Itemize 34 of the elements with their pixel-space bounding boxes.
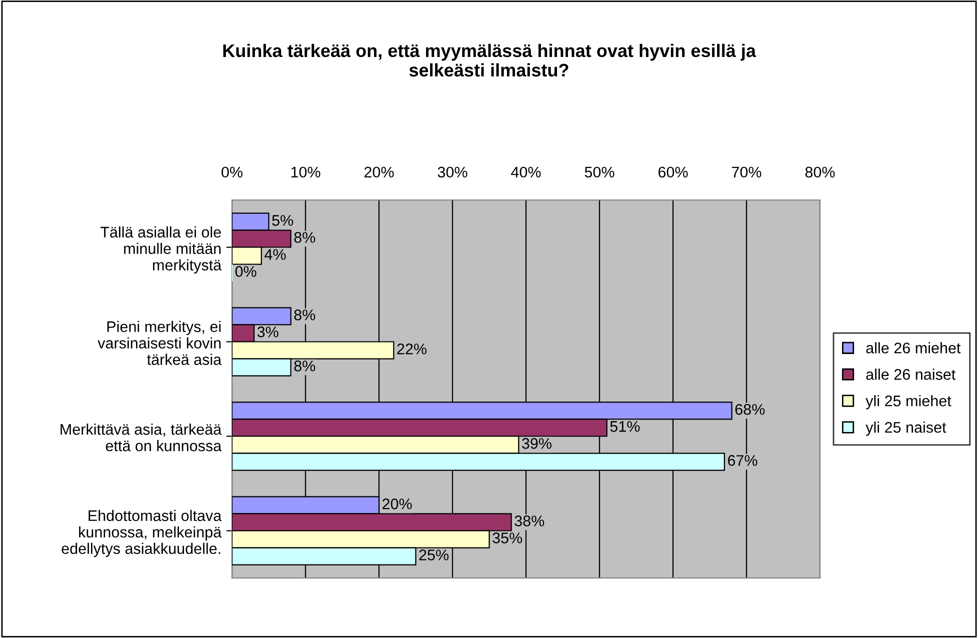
data-label: 4% (264, 249, 286, 260)
y-tick-label: Merkittävä asia, tärkeää että on kunnossa (60, 424, 222, 452)
y-tick-label: Pieni merkitys, ei varsinaisesti kovin tärkeä asia (98, 320, 222, 365)
x-tick-label: 50% (584, 166, 614, 178)
data-label: 3% (257, 326, 278, 338)
legend-label: yli 25 naiset (866, 422, 946, 436)
x-tick-label: 10% (291, 166, 320, 178)
data-label: 0% (235, 266, 256, 277)
data-label: 38% (514, 516, 544, 526)
y-tick-label: Ehdottomasti oltava kunnossa, melkeinpä edellytys asiakkuudelle. (62, 510, 222, 558)
legend-label: yli 25 miehet (866, 395, 952, 410)
data-label: 8% (294, 232, 316, 243)
data-label: 25% (419, 550, 449, 560)
data-label: 8% (294, 310, 316, 320)
legend-label: alle 26 miehet (866, 342, 961, 354)
data-label: 35% (492, 532, 522, 544)
x-tick-label: 60% (658, 166, 688, 178)
data-label: 22% (397, 344, 427, 354)
data-label: 51% (610, 421, 640, 432)
x-tick-label: 30% (438, 166, 468, 178)
y-tick-label: Tällä asialla ei ole minulle mitään merkitystä (100, 226, 222, 274)
data-label: 68% (735, 404, 765, 415)
data-label: 20% (382, 498, 412, 510)
x-tick-label: 20% (364, 166, 394, 178)
x-tick-label: 80% (805, 166, 835, 178)
x-tick-label: 0% (222, 166, 242, 178)
x-tick-label: 40% (511, 166, 541, 178)
legend-label: alle 26 naiset (866, 368, 956, 380)
data-label: 39% (522, 438, 552, 449)
data-label: 67% (728, 455, 758, 466)
x-tick-label: 70% (732, 166, 762, 178)
data-label: 5% (272, 215, 294, 226)
data-label: 8% (294, 360, 316, 372)
chart-title: Kuinka tärkeää on, että myymälässä hinnat ovat hyvin esillä ja selkeästi ilmaistu? (223, 44, 756, 77)
